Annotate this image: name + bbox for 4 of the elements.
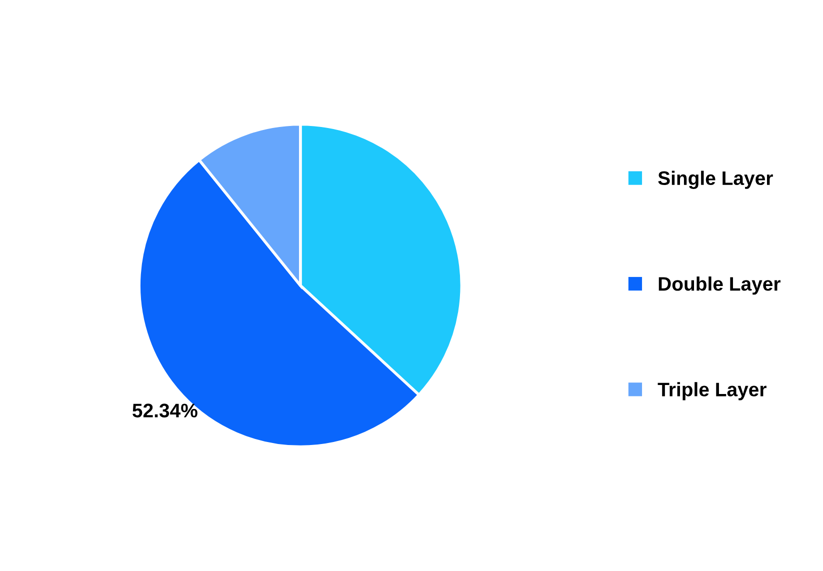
legend-label: Triple Layer bbox=[658, 382, 766, 400]
legend-label: Single Layer bbox=[658, 170, 773, 189]
legend-label: Double Layer bbox=[658, 276, 780, 295]
data-label: 52.34% bbox=[132, 404, 198, 418]
